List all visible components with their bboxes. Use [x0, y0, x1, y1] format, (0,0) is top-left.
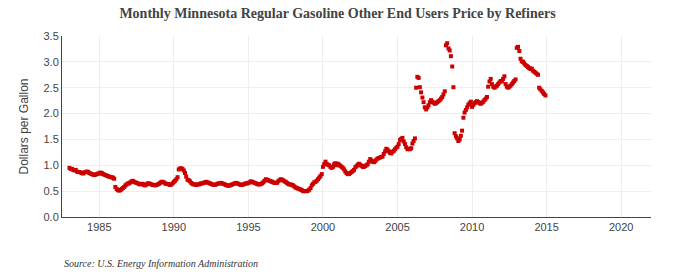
svg-text:Monthly Minnesota Regular Gaso: Monthly Minnesota Regular Gasoline Other… — [119, 6, 556, 21]
svg-text:1.5: 1.5 — [44, 133, 59, 145]
svg-text:2020: 2020 — [609, 221, 633, 233]
svg-text:2005: 2005 — [385, 221, 409, 233]
svg-text:0.0: 0.0 — [44, 211, 59, 223]
svg-text:1990: 1990 — [162, 221, 186, 233]
svg-text:3.5: 3.5 — [44, 30, 59, 42]
svg-text:2010: 2010 — [460, 221, 484, 233]
svg-text:Source: U.S. Energy Informatio: Source: U.S. Energy Information Administ… — [64, 258, 258, 269]
svg-text:2000: 2000 — [311, 221, 335, 233]
svg-text:1.0: 1.0 — [44, 159, 59, 171]
svg-text:3.0: 3.0 — [44, 56, 59, 68]
svg-text:2.0: 2.0 — [44, 107, 59, 119]
svg-text:1985: 1985 — [87, 221, 111, 233]
svg-text:0.5: 0.5 — [44, 185, 59, 197]
svg-text:2015: 2015 — [534, 221, 558, 233]
svg-text:1995: 1995 — [236, 221, 260, 233]
svg-text:2.5: 2.5 — [44, 82, 59, 94]
svg-text:Dollars per Gallon: Dollars per Gallon — [17, 78, 31, 174]
